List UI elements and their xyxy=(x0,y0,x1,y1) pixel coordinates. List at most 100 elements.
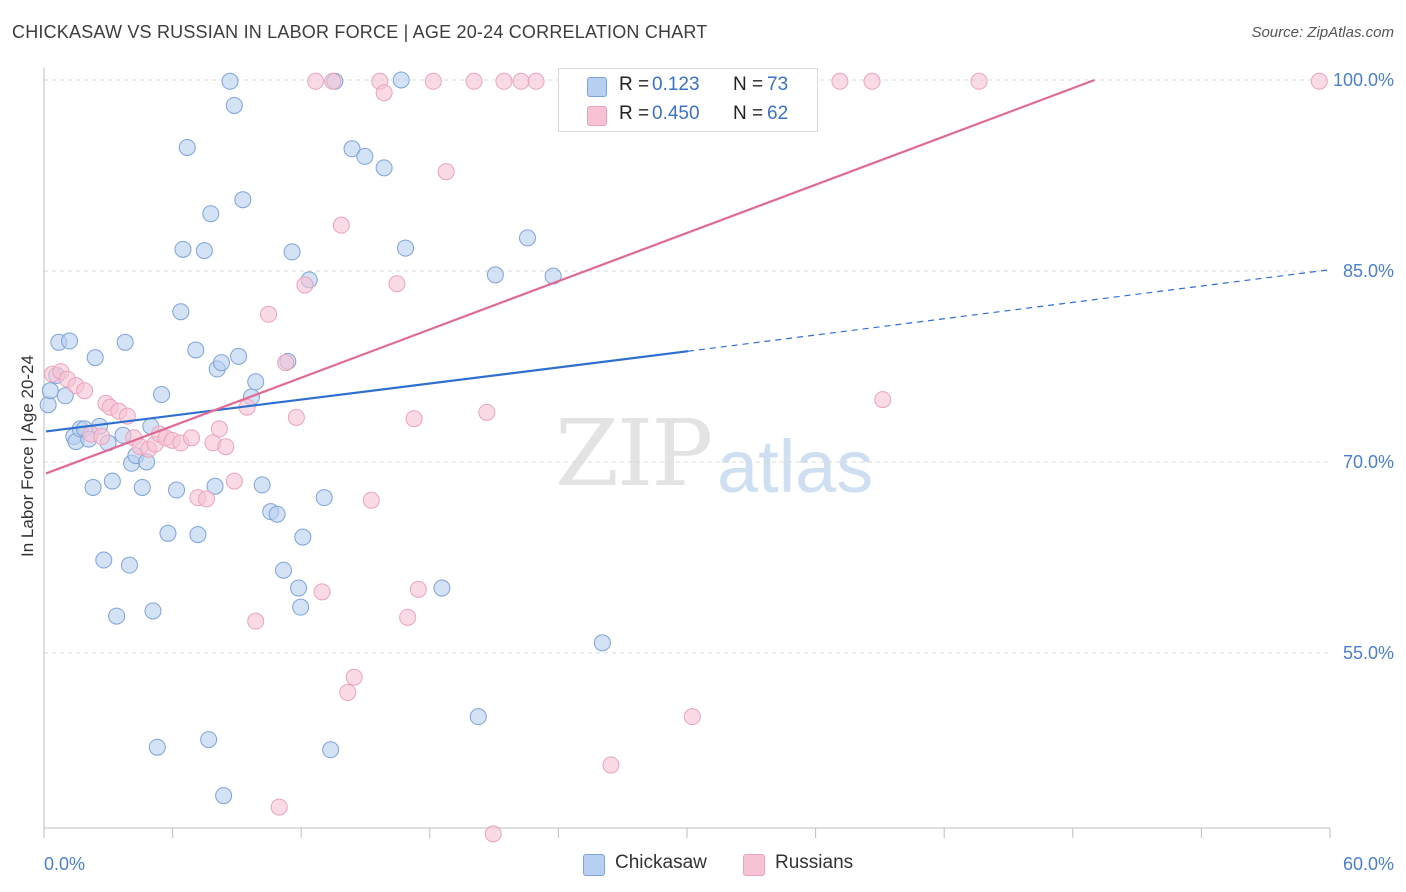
russians-point xyxy=(465,72,483,90)
russians-point xyxy=(76,382,94,400)
chickasaw-point xyxy=(178,138,196,156)
chickasaw-legend-label: Chickasaw xyxy=(615,852,707,873)
legend-n-label: N = xyxy=(733,74,764,95)
russians-point xyxy=(270,798,288,816)
chickasaw-point xyxy=(247,373,265,391)
watermark-zip: ZIP xyxy=(555,400,713,507)
legend-row-chickasaw: R = 0.123 N = 73 xyxy=(559,71,817,101)
chickasaw-point xyxy=(168,481,186,499)
russians-point xyxy=(424,72,442,90)
russians-point xyxy=(863,72,881,90)
x-tick-label: 0.0% xyxy=(44,854,85,874)
y-tick-label: 55.0% xyxy=(1343,643,1394,663)
russians-point xyxy=(296,276,314,294)
russians-point xyxy=(198,490,215,508)
russians-trend-line xyxy=(45,78,1095,475)
russians-point xyxy=(287,408,305,426)
chickasaw-point xyxy=(120,556,138,574)
chickasaw-point xyxy=(322,741,340,759)
legend-chickasaw: Chickasaw xyxy=(583,852,743,878)
chickasaw-swatch xyxy=(587,77,607,97)
russians-point xyxy=(345,668,363,686)
chickasaw-point xyxy=(283,243,301,261)
chickasaw-point xyxy=(172,303,190,321)
chickasaw-point xyxy=(315,489,333,507)
chickasaw-point xyxy=(225,96,243,114)
chickasaw-point xyxy=(290,579,308,597)
russians-point xyxy=(437,163,455,181)
chickasaw-point xyxy=(174,240,192,258)
chickasaw-point xyxy=(275,561,293,579)
chickasaw-point xyxy=(292,598,310,616)
chickasaw-point xyxy=(356,147,374,165)
chickasaw-point xyxy=(148,738,166,756)
chickasaw-trend-extension xyxy=(687,269,1331,352)
chart-source: Source: ZipAtlas.com xyxy=(1251,24,1394,41)
x-tick-label: 60.0% xyxy=(1343,854,1394,874)
chickasaw-point xyxy=(133,478,151,496)
chickasaw-point xyxy=(221,72,239,90)
russians-point xyxy=(831,72,849,90)
legend-r-value: 0.123 xyxy=(652,74,700,95)
russians-point xyxy=(225,472,243,490)
chickasaw-point xyxy=(433,579,451,597)
y-axis-label: In Labor Force | Age 20-24 xyxy=(18,355,37,557)
chickasaw-point xyxy=(294,528,312,546)
stats-legend: R = 0.123 N = 73 R = 0.450 N = 62 xyxy=(558,68,818,132)
legend-n-value: 62 xyxy=(767,103,789,124)
russians-point xyxy=(527,72,545,90)
chickasaw-point xyxy=(202,205,220,223)
chickasaw-point xyxy=(215,787,233,805)
russians-point xyxy=(683,708,701,726)
chart-title: CHICKASAW VS RUSSIAN IN LABOR FORCE | AG… xyxy=(12,22,708,42)
russians-point xyxy=(478,403,496,421)
legend-r-label: R = xyxy=(619,103,650,124)
chickasaw-point xyxy=(116,333,134,351)
chickasaw-point xyxy=(39,396,57,414)
chickasaw-point xyxy=(253,476,271,494)
russians-point xyxy=(210,420,228,438)
chickasaw-point xyxy=(86,349,104,367)
chickasaw-point xyxy=(103,472,121,490)
chickasaw-point xyxy=(206,477,224,495)
russians-point xyxy=(307,72,325,90)
russians-point xyxy=(405,410,423,428)
legend-n-value: 73 xyxy=(767,74,789,95)
legend-r-value: 0.450 xyxy=(652,103,700,124)
russians-point xyxy=(970,72,988,90)
chickasaw-point xyxy=(195,242,213,260)
russians-point xyxy=(495,72,513,90)
chickasaw-point xyxy=(230,347,248,365)
chickasaw-point xyxy=(189,526,207,544)
chickasaw-point xyxy=(375,159,393,177)
chickasaw-point xyxy=(159,524,177,542)
russians-point xyxy=(375,84,393,102)
russians-point xyxy=(332,216,350,234)
chickasaw-point xyxy=(144,602,162,620)
russians-point xyxy=(260,305,278,323)
chickasaw-point xyxy=(95,551,113,569)
russians-point xyxy=(247,612,265,630)
legend-row-russians: R = 0.450 N = 62 xyxy=(559,100,817,130)
russians-legend-label: Russians xyxy=(775,852,854,873)
chickasaw-point xyxy=(187,341,205,359)
russians-point xyxy=(339,683,357,701)
y-tick-label: 85.0% xyxy=(1343,261,1394,281)
russians-swatch xyxy=(587,106,607,126)
legend-n-label: N = xyxy=(733,103,764,124)
chickasaw-point xyxy=(469,708,487,726)
chickasaw-point xyxy=(61,332,79,350)
russians-point xyxy=(1310,72,1328,90)
chickasaw-legend-swatch xyxy=(583,854,605,876)
russians-point xyxy=(217,438,235,456)
chickasaw-point xyxy=(234,191,252,209)
russians-point xyxy=(362,491,380,509)
russians-point xyxy=(324,72,342,90)
y-tick-label: 100.0% xyxy=(1333,70,1394,90)
russians-point xyxy=(388,275,406,293)
russians-point xyxy=(399,608,417,626)
chickasaw-point xyxy=(486,266,504,284)
chickasaw-point xyxy=(212,354,230,372)
russians-legend-swatch xyxy=(743,854,765,876)
